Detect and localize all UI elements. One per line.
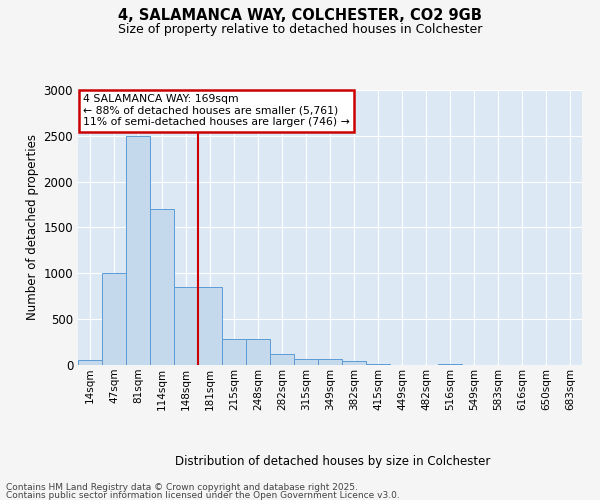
Bar — [102, 274, 126, 365]
Bar — [222, 340, 246, 365]
Bar — [318, 358, 342, 365]
Bar — [270, 354, 294, 365]
Text: Size of property relative to detached houses in Colchester: Size of property relative to detached ho… — [118, 22, 482, 36]
Text: Contains HM Land Registry data © Crown copyright and database right 2025.: Contains HM Land Registry data © Crown c… — [6, 484, 358, 492]
Bar — [438, 364, 462, 365]
Y-axis label: Number of detached properties: Number of detached properties — [26, 134, 40, 320]
Bar — [342, 362, 366, 365]
Text: 4, SALAMANCA WAY, COLCHESTER, CO2 9GB: 4, SALAMANCA WAY, COLCHESTER, CO2 9GB — [118, 8, 482, 22]
Bar — [150, 209, 174, 365]
Bar — [126, 136, 150, 365]
Text: 4 SALAMANCA WAY: 169sqm
← 88% of detached houses are smaller (5,761)
11% of semi: 4 SALAMANCA WAY: 169sqm ← 88% of detache… — [83, 94, 350, 128]
Bar — [294, 358, 318, 365]
Text: Distribution of detached houses by size in Colchester: Distribution of detached houses by size … — [175, 454, 491, 468]
Bar — [246, 340, 270, 365]
Text: Contains public sector information licensed under the Open Government Licence v3: Contains public sector information licen… — [6, 491, 400, 500]
Bar — [174, 287, 198, 365]
Bar — [366, 364, 390, 365]
Bar — [78, 360, 102, 365]
Bar — [198, 287, 222, 365]
